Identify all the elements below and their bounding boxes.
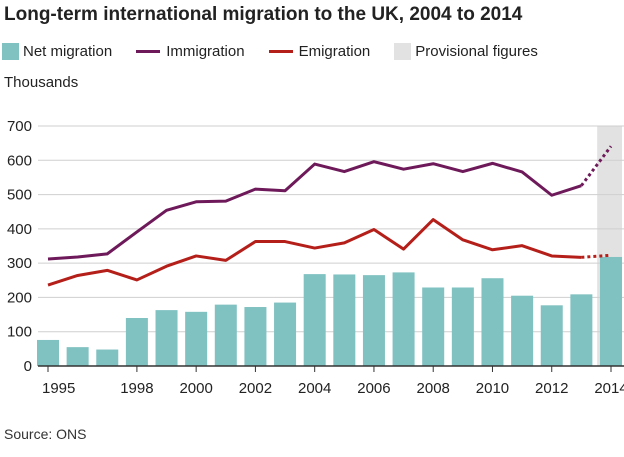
source-note: Source: ONS <box>4 426 87 442</box>
bar-net-migration <box>451 287 474 366</box>
legend-item-net-migration: Net migration <box>2 42 113 60</box>
bar-net-migration <box>125 318 148 366</box>
legend-item-immigration: Immigration <box>136 42 245 60</box>
immigration-swatch <box>136 49 161 53</box>
x-tick-label: 2010 <box>476 380 509 397</box>
bar-net-migration <box>540 305 563 366</box>
y-tick-label: 700 <box>7 118 32 135</box>
bar-net-migration <box>66 347 89 366</box>
line-emigration-provisional <box>581 253 612 259</box>
bar-net-migration <box>600 256 622 366</box>
x-tick-label: 2008 <box>417 380 450 397</box>
bar-net-migration <box>96 349 119 366</box>
legend-item-emigration: Emigration <box>268 42 371 60</box>
x-tick-label: 2012 <box>535 380 568 397</box>
bar-net-migration <box>303 274 326 366</box>
x-tick-label: 1998 <box>120 380 153 397</box>
bar-net-migration <box>511 295 534 366</box>
line-immigration-provisional <box>580 145 613 187</box>
bar-net-migration <box>481 278 504 366</box>
legend-label-immigration: Immigration <box>166 42 245 60</box>
emigration-swatch <box>268 49 293 53</box>
legend: Net migration Immigration Emigration Pro… <box>2 40 562 62</box>
x-tick-label: 2014 <box>594 380 624 397</box>
bar-net-migration <box>37 339 59 366</box>
bar-net-migration <box>333 274 356 366</box>
provisional-swatch <box>394 42 412 60</box>
legend-label-net-migration: Net migration <box>23 42 113 60</box>
bar-net-migration <box>185 311 208 366</box>
x-tick-label: 2002 <box>239 380 272 397</box>
net-migration-swatch <box>2 42 19 60</box>
legend-label-provisional: Provisional figures <box>415 42 538 60</box>
y-tick-label: 500 <box>7 187 32 204</box>
bar-net-migration <box>362 275 385 366</box>
y-tick-label: 300 <box>7 255 32 272</box>
unit-label: Thousands <box>4 74 79 91</box>
y-tick-label: 100 <box>7 324 32 341</box>
bar-net-migration <box>570 294 593 366</box>
bar-net-migration <box>214 304 237 366</box>
bar-net-migration <box>422 287 445 366</box>
y-tick-label: 0 <box>24 358 32 375</box>
bar-net-migration <box>244 307 267 366</box>
x-tick-label: 2004 <box>298 380 331 397</box>
chart-title: Long-term international migration to the… <box>4 4 523 25</box>
legend-label-emigration: Emigration <box>298 42 371 60</box>
y-tick-label: 400 <box>7 221 32 238</box>
y-tick-label: 600 <box>7 152 32 169</box>
line-immigration <box>47 160 582 261</box>
x-tick-label: 2006 <box>357 380 390 397</box>
bar-net-migration <box>274 302 297 366</box>
legend-item-provisional: Provisional figures <box>394 42 538 60</box>
x-tick-label: 2000 <box>179 380 212 397</box>
x-tick-label: 1995 <box>42 380 75 397</box>
y-tick-label: 200 <box>7 289 32 306</box>
bar-net-migration <box>155 310 178 366</box>
bar-net-migration <box>392 272 415 366</box>
